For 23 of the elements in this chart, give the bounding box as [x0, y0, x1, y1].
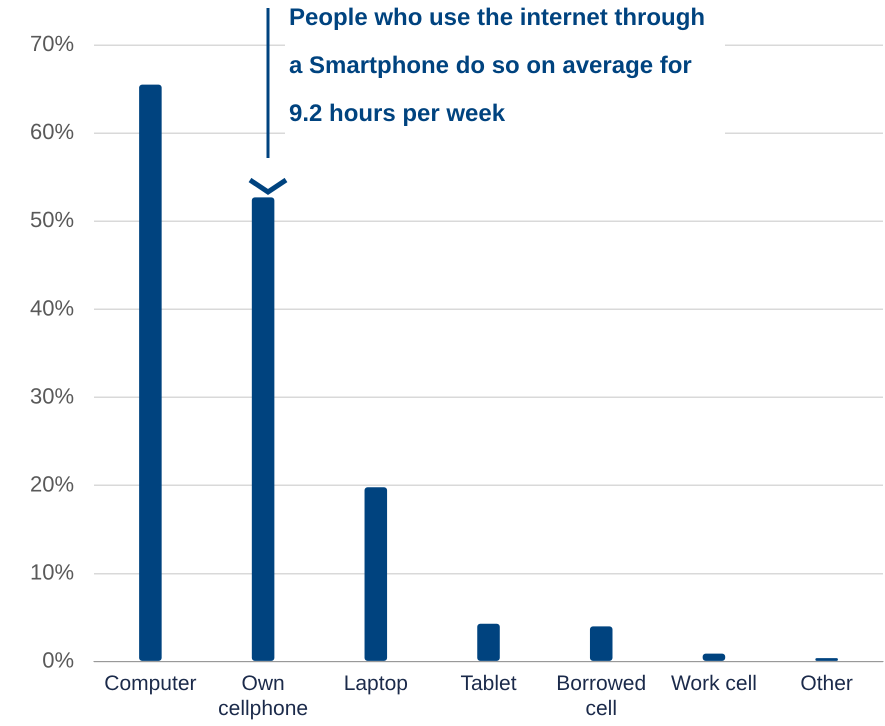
x-tick-label: Computer [104, 672, 196, 695]
bar [252, 197, 274, 661]
annotation: People who use the internet through a Smartphone do so on average for 9.2 hours per week [285, 0, 725, 138]
bar [139, 84, 162, 661]
y-tick-label: 10% [30, 560, 74, 585]
y-tick-label: 70% [30, 31, 74, 56]
y-tick-label: 20% [30, 471, 74, 496]
y-tick-label: 0% [42, 648, 74, 673]
bar [364, 487, 388, 661]
y-tick-label: 40% [30, 295, 74, 320]
x-tick-label: Other [800, 672, 853, 695]
bar [477, 624, 500, 661]
bar [815, 658, 838, 661]
x-tick-label: Borrowed cell [556, 672, 646, 720]
x-tick-label: Own cellphone [218, 672, 308, 720]
y-tick-label: 50% [30, 207, 74, 232]
x-tick-label: Laptop [344, 672, 408, 695]
bar [590, 626, 612, 661]
x-tick-label: Work cell [670, 672, 757, 695]
bar [702, 654, 726, 661]
x-tick-label: Tablet [460, 672, 517, 695]
y-tick-label: 30% [30, 383, 74, 408]
y-tick-label: 60% [30, 119, 74, 144]
